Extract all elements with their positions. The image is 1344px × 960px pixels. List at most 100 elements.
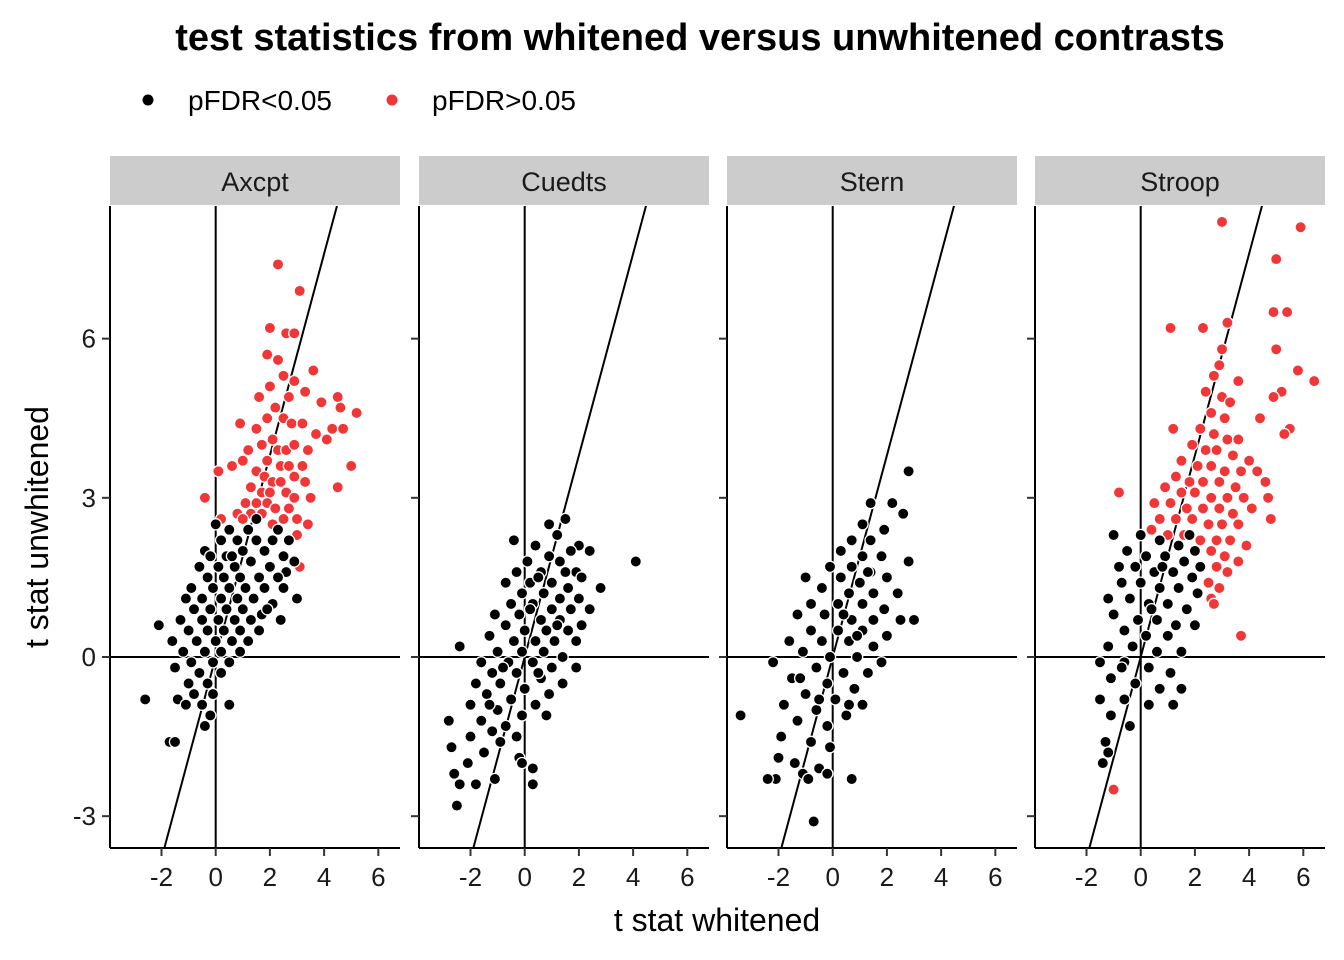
data-point xyxy=(263,560,277,574)
data-point xyxy=(1221,433,1234,446)
data-point xyxy=(293,284,306,298)
data-point xyxy=(1267,390,1280,404)
data-point xyxy=(788,756,802,770)
data-point xyxy=(510,565,523,579)
data-point xyxy=(807,815,820,828)
data-point xyxy=(840,709,853,722)
data-point xyxy=(515,587,529,600)
data-point xyxy=(564,544,578,558)
data-point xyxy=(1194,560,1207,574)
y-tick-label: -3 xyxy=(73,801,96,831)
data-point xyxy=(1166,565,1180,579)
data-point xyxy=(1123,592,1137,605)
data-point xyxy=(193,666,206,680)
data-point xyxy=(282,459,296,473)
x-tick-label: 0 xyxy=(517,862,531,892)
data-point xyxy=(453,640,466,653)
data-point xyxy=(1156,560,1169,574)
data-point xyxy=(223,698,236,711)
data-point xyxy=(266,534,279,547)
data-point xyxy=(850,629,864,643)
data-point xyxy=(1204,491,1218,505)
x-tick-label: 0 xyxy=(208,862,222,892)
data-point xyxy=(507,634,521,648)
data-point xyxy=(475,656,488,669)
data-point xyxy=(518,682,531,696)
data-point xyxy=(1175,454,1188,467)
data-point xyxy=(168,735,182,749)
x-tick-label: 4 xyxy=(626,862,640,892)
data-point xyxy=(182,677,195,690)
data-point xyxy=(214,592,228,605)
data-point xyxy=(1259,475,1272,489)
data-point xyxy=(553,592,567,605)
data-point xyxy=(875,549,888,563)
data-point xyxy=(1129,560,1142,574)
data-point xyxy=(271,571,285,584)
data-point xyxy=(250,422,263,436)
data-point xyxy=(464,698,477,711)
data-point xyxy=(206,581,220,595)
data-point xyxy=(282,534,296,547)
data-point xyxy=(1237,491,1250,505)
data-point xyxy=(260,454,274,467)
legend-key-0 xyxy=(142,94,154,106)
data-point xyxy=(856,597,869,611)
panel-axcpt: Axcpt -2 0 2 4 6 -3 0 3 6 xyxy=(73,156,400,892)
data-point xyxy=(274,613,287,627)
x-tick-label: -2 xyxy=(459,862,482,892)
data-point xyxy=(236,602,250,616)
data-point xyxy=(1291,364,1305,377)
data-point xyxy=(277,512,290,526)
data-point xyxy=(766,656,780,669)
data-point xyxy=(821,719,834,733)
data-point xyxy=(559,512,572,526)
data-point xyxy=(834,571,848,584)
data-point xyxy=(537,587,550,600)
x-tick-label: 2 xyxy=(263,862,277,892)
data-point xyxy=(315,396,328,409)
data-point xyxy=(515,709,529,722)
data-point xyxy=(1131,613,1145,627)
data-point xyxy=(1245,502,1259,515)
data-point xyxy=(336,422,350,436)
data-point xyxy=(556,677,569,690)
data-point xyxy=(1218,549,1231,563)
data-point xyxy=(228,560,241,574)
y-tick-label: 0 xyxy=(82,642,96,672)
data-point xyxy=(1134,528,1147,542)
data-point xyxy=(271,258,285,271)
data-point xyxy=(1107,528,1120,542)
data-point xyxy=(190,634,203,648)
data-point xyxy=(277,581,290,595)
data-point xyxy=(1250,465,1264,478)
data-point xyxy=(182,624,195,637)
data-point xyxy=(515,645,529,658)
data-point xyxy=(540,709,553,722)
data-point xyxy=(344,459,358,473)
data-point xyxy=(499,576,512,589)
facet-strip xyxy=(419,156,709,205)
data-point xyxy=(179,698,193,711)
data-point xyxy=(845,772,858,786)
data-point xyxy=(1196,321,1210,335)
data-point xyxy=(864,534,877,547)
data-point xyxy=(252,390,266,404)
data-point xyxy=(477,746,491,759)
data-point xyxy=(1232,555,1245,568)
data-point xyxy=(518,624,531,637)
data-point xyxy=(260,411,274,425)
data-point xyxy=(896,507,910,520)
data-point xyxy=(274,475,287,489)
data-point xyxy=(1101,592,1115,605)
data-point xyxy=(867,640,880,653)
data-point xyxy=(818,608,831,621)
data-point xyxy=(485,725,499,738)
data-point xyxy=(821,677,834,690)
facet-strip xyxy=(1035,156,1325,205)
data-point xyxy=(179,592,193,605)
data-point xyxy=(802,772,815,786)
data-point xyxy=(223,581,236,595)
data-point xyxy=(856,549,869,563)
legend-entry-0: pFDR<0.05 xyxy=(142,85,332,116)
